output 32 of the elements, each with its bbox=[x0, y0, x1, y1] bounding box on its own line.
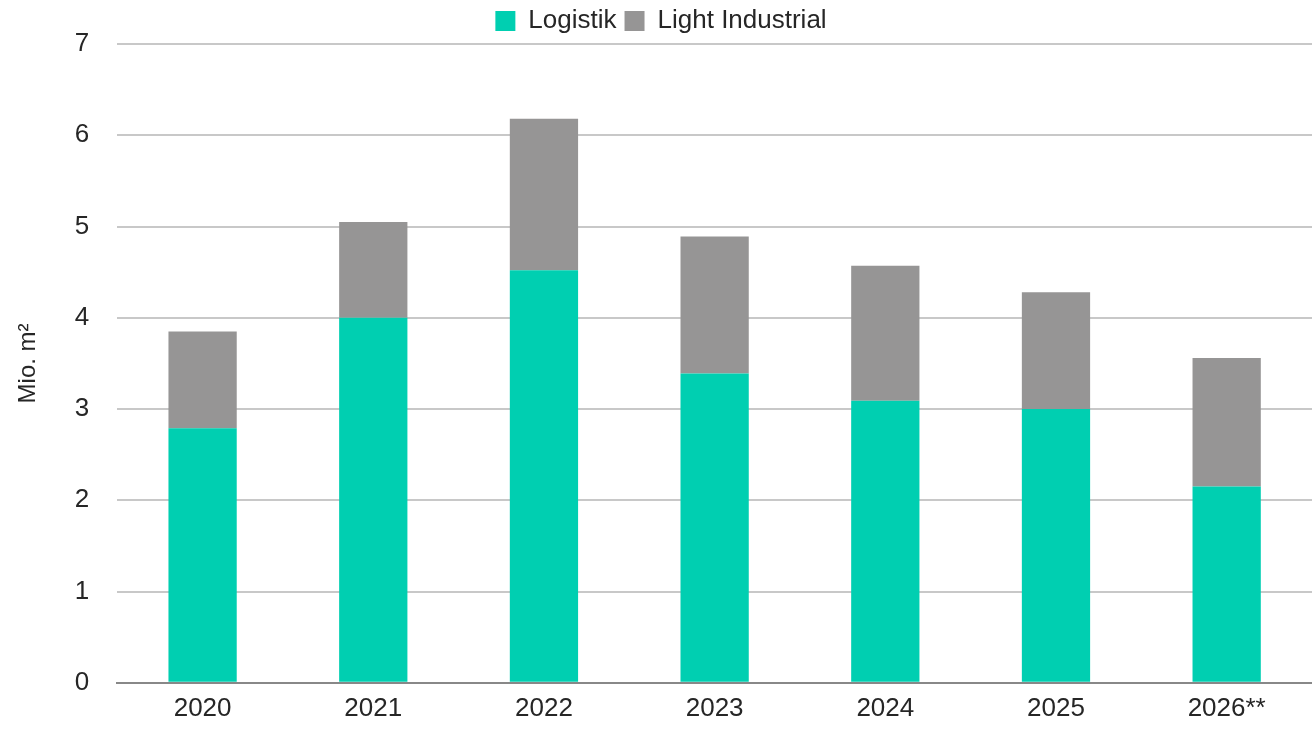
x-tick-label: 2026** bbox=[1187, 691, 1266, 722]
y-tick-label: 7 bbox=[74, 27, 90, 58]
x-tick-label: 2023 bbox=[685, 691, 744, 722]
x-tick-label: 2020 bbox=[173, 691, 232, 722]
y-tick-label: 3 bbox=[74, 392, 90, 423]
x-tick-label: 2024 bbox=[856, 691, 915, 722]
bar bbox=[1192, 357, 1261, 487]
y-axis-title: Mio. m² bbox=[13, 323, 41, 404]
bar bbox=[680, 236, 749, 374]
y-tick-label: 0 bbox=[74, 665, 90, 696]
bar bbox=[509, 270, 579, 682]
bar bbox=[339, 317, 408, 682]
bar bbox=[509, 118, 579, 271]
bar bbox=[168, 331, 237, 429]
x-tick-label: 2022 bbox=[515, 691, 573, 722]
bar bbox=[680, 373, 749, 682]
bar bbox=[1021, 292, 1091, 410]
bar bbox=[168, 428, 237, 682]
y-tick-label: 2 bbox=[74, 483, 90, 514]
y-tick-label: 1 bbox=[74, 574, 90, 605]
bar bbox=[339, 221, 408, 318]
legend-label: Light Industrial bbox=[657, 4, 827, 35]
y-tick-label: 5 bbox=[74, 209, 90, 240]
bar bbox=[851, 265, 920, 401]
x-tick-label: 2021 bbox=[344, 691, 403, 722]
y-tick-label: 4 bbox=[74, 300, 90, 331]
bar bbox=[1192, 486, 1261, 682]
bar bbox=[851, 400, 920, 682]
x-tick-label: 2025 bbox=[1027, 691, 1085, 722]
bar bbox=[1021, 409, 1091, 682]
y-tick-label: 6 bbox=[74, 118, 90, 149]
legend-label: Logistik bbox=[528, 4, 618, 35]
